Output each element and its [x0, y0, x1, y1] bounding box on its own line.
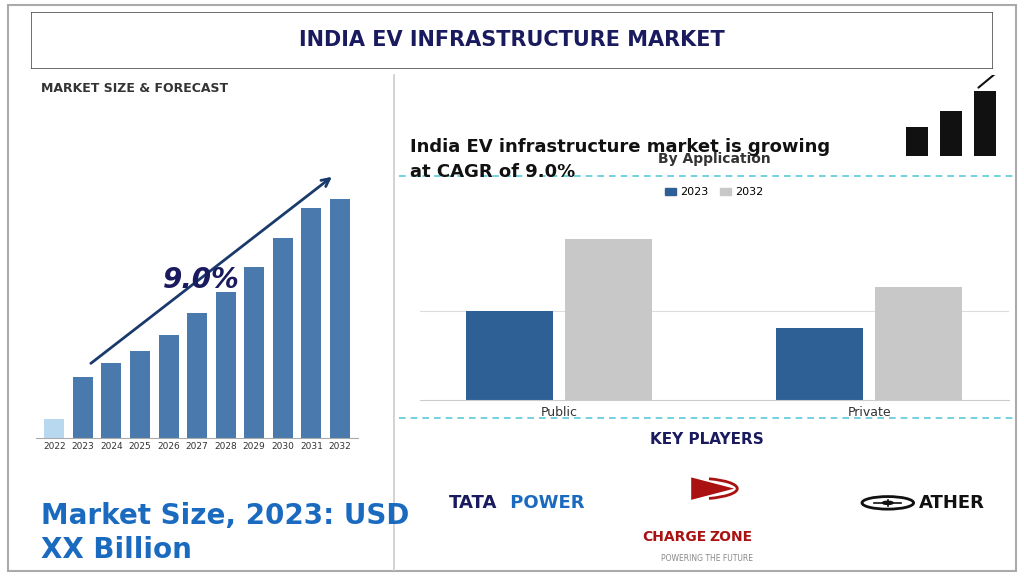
Text: ZONE: ZONE [710, 530, 753, 544]
Text: INDIA EV INFRASTRUCTURE MARKET: INDIA EV INFRASTRUCTURE MARKET [299, 31, 725, 50]
Text: POWER: POWER [504, 494, 585, 512]
Polygon shape [691, 478, 734, 500]
Bar [876, 287, 963, 400]
Bar [906, 127, 928, 156]
Text: MARKET SIZE & FORECAST: MARKET SIZE & FORECAST [41, 82, 228, 95]
Bar [244, 267, 264, 438]
Bar [73, 377, 93, 438]
Text: KEY PLAYERS: KEY PLAYERS [649, 433, 764, 448]
Text: ATHER: ATHER [919, 494, 984, 512]
Text: Market Size, 2023: USD
XX Billion: Market Size, 2023: USD XX Billion [41, 502, 410, 564]
FancyArrowPatch shape [91, 179, 330, 363]
Bar [272, 238, 293, 438]
Bar [940, 111, 962, 156]
Bar [44, 419, 65, 438]
Bar [301, 208, 322, 438]
Bar [130, 351, 151, 438]
Bar [159, 335, 178, 438]
Bar [101, 363, 122, 438]
Text: CHARGE: CHARGE [642, 530, 707, 544]
Bar [466, 312, 553, 400]
Bar [776, 328, 863, 400]
Bar [187, 313, 207, 438]
Bar [216, 293, 236, 438]
Text: 9.0%: 9.0% [163, 266, 240, 294]
Bar [975, 91, 995, 156]
FancyArrowPatch shape [978, 69, 1001, 88]
Bar [330, 199, 350, 438]
Text: India EV infrastructure market is growing
at CAGR of 9.0%: India EV infrastructure market is growin… [410, 138, 829, 181]
Text: By Application: By Application [657, 152, 771, 166]
Legend: 2023, 2032: 2023, 2032 [660, 183, 768, 202]
Bar [565, 238, 652, 400]
Text: POWERING THE FUTURE: POWERING THE FUTURE [660, 554, 753, 563]
Text: TATA: TATA [450, 494, 498, 512]
